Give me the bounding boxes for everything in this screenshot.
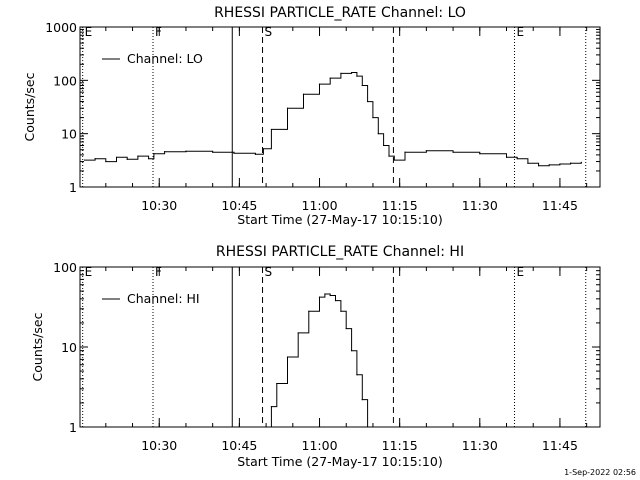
- data-point: [404, 151, 406, 153]
- data-point: [345, 327, 347, 330]
- data-point: [308, 310, 310, 312]
- data-point: [286, 356, 289, 358]
- x-axis-label: Start Time (27-May-17 10:15:10): [237, 212, 442, 227]
- x-tick-label: 11:45: [542, 438, 578, 453]
- x-tick-label: 10:45: [221, 438, 257, 453]
- x-tick-label: 10:30: [141, 438, 177, 453]
- data-point: [479, 153, 481, 155]
- data-point: [367, 100, 369, 103]
- data-point: [383, 144, 385, 147]
- event-marker-label: F: [155, 25, 162, 39]
- data-point: [527, 162, 529, 164]
- data-point: [559, 163, 561, 165]
- data-point: [537, 165, 540, 167]
- legend-label: Channel: LO: [127, 51, 203, 66]
- x-axis-label: Start Time (27-May-17 10:15:10): [237, 454, 442, 469]
- data-point: [350, 350, 353, 352]
- chart-title: RHESSI PARTICLE_RATE Channel: LO: [214, 5, 466, 21]
- y-tick-label: 1000: [45, 20, 77, 35]
- x-tick-label: 10:45: [221, 198, 257, 213]
- data-point: [212, 151, 214, 153]
- event-marker-label: E: [85, 265, 93, 279]
- data-point: [137, 155, 139, 157]
- data-point: [105, 160, 107, 163]
- x-tick-label: 11:15: [382, 438, 418, 453]
- data-point: [153, 153, 155, 155]
- y-tick-label: 10: [61, 340, 77, 355]
- data-point: [548, 164, 550, 166]
- chart-title: RHESSI PARTICLE_RATE Channel: HI: [216, 244, 464, 260]
- series-line: [266, 293, 369, 428]
- data-point: [265, 426, 267, 428]
- footer-timestamp: 1-Sep-2022 02:56: [564, 468, 636, 477]
- event-marker-label: F: [155, 265, 162, 279]
- data-point: [329, 294, 331, 297]
- event-marker-label: E: [85, 25, 93, 39]
- y-tick-label: 10: [61, 127, 77, 142]
- y-tick-label: 1: [69, 420, 77, 435]
- plot-frame: [79, 26, 601, 188]
- x-tick-label: 11:30: [462, 198, 498, 213]
- data-point: [388, 155, 390, 157]
- data-point: [393, 159, 395, 161]
- data-point: [254, 153, 257, 155]
- x-tick-label: 11:00: [302, 438, 338, 453]
- data-point: [276, 382, 278, 385]
- data-point: [270, 405, 273, 408]
- data-point: [302, 93, 305, 95]
- data-point: [516, 158, 518, 160]
- data-point: [262, 148, 265, 150]
- data-point: [372, 117, 374, 119]
- data-point: [580, 161, 582, 163]
- y-axis-label: Counts/sec: [22, 72, 37, 141]
- data-point: [570, 162, 572, 164]
- data-point: [452, 151, 454, 153]
- data-point: [361, 84, 363, 87]
- data-point: [340, 72, 342, 74]
- legend-label: Channel: HI: [127, 291, 200, 306]
- data-point: [233, 152, 235, 154]
- data-point: [163, 151, 166, 153]
- data-point: [356, 374, 358, 376]
- data-point: [367, 426, 369, 428]
- data-point: [505, 156, 508, 158]
- data-point: [425, 150, 427, 152]
- x-tick-label: 11:00: [302, 198, 338, 213]
- data-point: [318, 296, 321, 298]
- data-point: [297, 332, 299, 334]
- y-axis-label: Counts/sec: [30, 312, 45, 381]
- data-point: [334, 300, 337, 302]
- data-point: [286, 107, 289, 109]
- data-point: [94, 158, 96, 160]
- data-point: [350, 71, 353, 74]
- data-point: [356, 75, 358, 77]
- event-marker-label: S: [265, 265, 273, 279]
- y-tick-label: 100: [53, 73, 77, 88]
- data-point: [185, 150, 187, 152]
- data-point: [329, 77, 331, 79]
- data-point: [361, 399, 363, 401]
- y-tick-label: 1: [69, 180, 77, 195]
- data-point: [270, 128, 273, 131]
- series-line: [84, 72, 582, 167]
- data-point: [126, 158, 128, 160]
- data-point: [318, 83, 321, 85]
- data-point: [147, 158, 150, 160]
- x-tick-label: 11:30: [462, 438, 498, 453]
- data-point: [324, 293, 326, 295]
- event-marker-label: E: [517, 25, 525, 39]
- event-marker-label: E: [517, 265, 525, 279]
- x-tick-label: 10:30: [141, 198, 177, 213]
- data-point: [115, 156, 118, 158]
- data-point: [83, 159, 86, 161]
- y-tick-label: 100: [53, 260, 77, 275]
- data-point: [340, 310, 342, 312]
- event-marker-label: S: [265, 25, 273, 39]
- chart-panel-2: RHESSI PARTICLE_RATE Channel: HI 1 10 100 10…: [30, 244, 601, 469]
- x-tick-label: 11:15: [382, 198, 418, 213]
- data-point: [377, 133, 379, 135]
- x-tick-label: 11:45: [542, 198, 578, 213]
- chart-panel-1: RHESSI PARTICLE_RATE Channel: LO 1 10 100 10…: [22, 5, 601, 227]
